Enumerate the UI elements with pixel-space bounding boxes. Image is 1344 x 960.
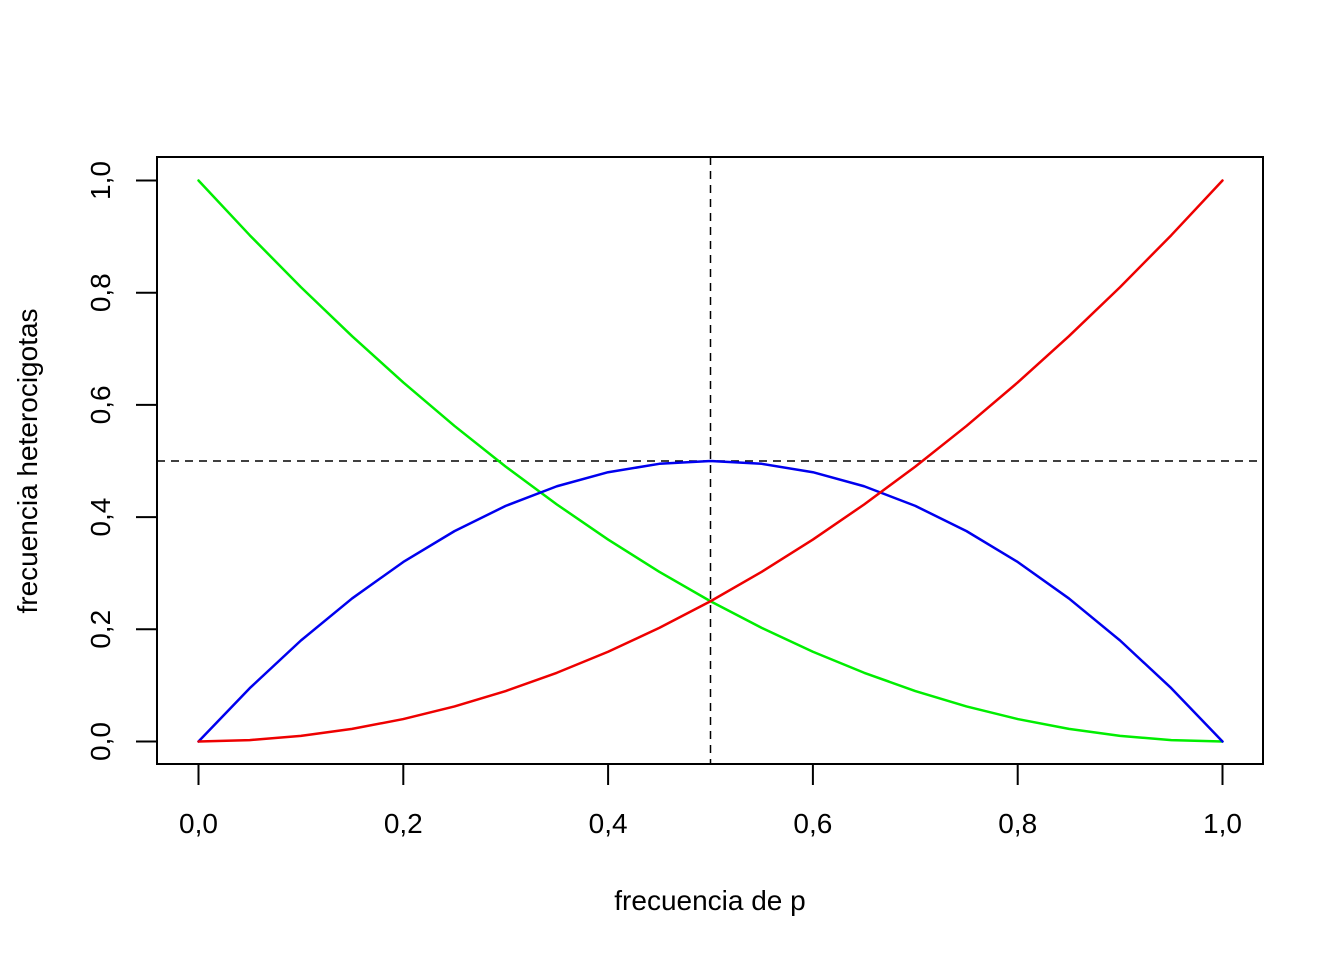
x-axis-title: frecuencia de p [614,885,805,916]
x-tick-label: 0,8 [998,808,1037,839]
y-axis-title: frecuencia heterocigotas [12,308,43,613]
series-line-3 [197,179,1224,743]
y-tick-label: 0,2 [85,610,116,649]
x-tick-label: 0,6 [793,808,832,839]
y-tick-label: 0,4 [85,498,116,537]
y-tick-label: 0,0 [85,722,116,761]
x-tick-label: 0,4 [589,808,628,839]
series-line-2 [197,459,1224,743]
y-tick-label: 0,8 [85,273,116,312]
x-tick-label: 0,0 [179,808,218,839]
y-tick-label: 0,6 [85,385,116,424]
x-tick-label: 0,2 [384,808,423,839]
series-layer [197,179,1224,743]
x-axis: 0,0 0,2 0,4 0,6 0,8 1,0 [179,763,1242,839]
y-axis: 0,0 0,2 0,4 0,6 0,8 1,0 [85,161,158,761]
y-tick-label: 1,0 [85,161,116,200]
x-tick-label: 1,0 [1203,808,1242,839]
